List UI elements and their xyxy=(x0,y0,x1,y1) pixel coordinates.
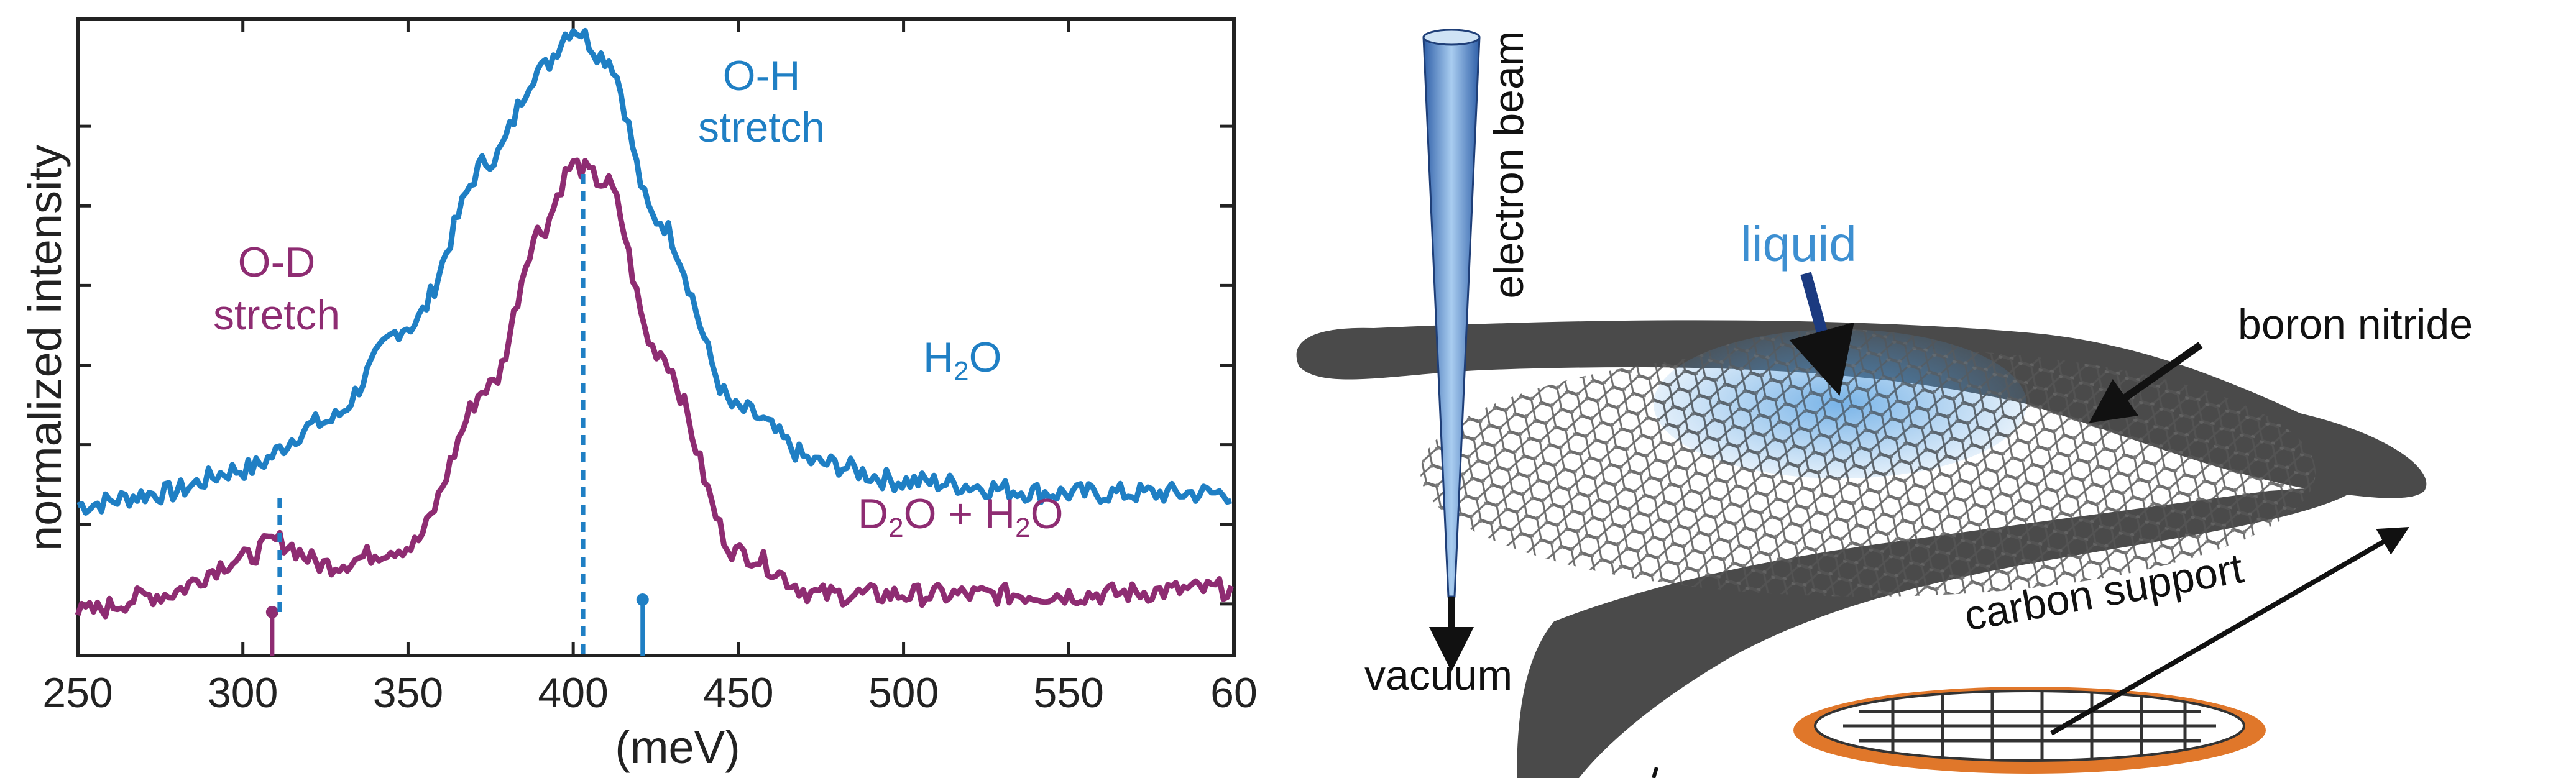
x-tick-label: 450 xyxy=(703,669,773,716)
partial-arrow-stub xyxy=(1652,767,1658,778)
electron-beam-label: electron beam xyxy=(1485,31,1532,299)
series-layer xyxy=(75,27,1234,620)
axis-ticks xyxy=(76,19,1236,656)
od-stick-head xyxy=(265,606,278,618)
x-tick-label: 350 xyxy=(373,669,443,716)
boron-nitride-label: boron nitride xyxy=(2238,301,2473,348)
liquid-arrow xyxy=(1789,272,1854,396)
oh-stretch-label-line1: O-H xyxy=(723,52,801,99)
series-line-d2o-h2o xyxy=(75,157,1234,620)
x-tick-label: 60 xyxy=(1210,669,1258,716)
oh-stretch-label-line2: stretch xyxy=(698,104,825,151)
x-tick-label: 550 xyxy=(1034,669,1104,716)
od-stretch-label-line2: stretch xyxy=(213,291,340,339)
liquid-lattice xyxy=(1654,329,2026,478)
plot-frame xyxy=(76,17,1236,657)
d2o-h2o-legend: D2O + H2O xyxy=(858,490,1063,543)
x-tick-labels: 250 300 350 400 450 500 550 60 xyxy=(42,669,1258,716)
h2o-legend: H2O xyxy=(923,334,1002,387)
vacuum-label: vacuum xyxy=(1364,652,1512,699)
schematic: electron beam vacuum liquid boron nitrid… xyxy=(1296,29,2473,778)
electron-beam-aperture xyxy=(1422,29,1481,46)
y-axis-label: normalized intensity xyxy=(19,145,71,551)
carbon-support-arrow xyxy=(2050,527,2409,736)
x-tick-label: 500 xyxy=(868,669,939,716)
carbon-support-band-back xyxy=(1296,320,2427,498)
boron-nitride-arrow xyxy=(2089,342,2203,423)
series-line-h2o xyxy=(76,27,1232,516)
stick-markers xyxy=(265,174,649,656)
x-tick-label: 400 xyxy=(538,669,608,716)
h2o-stick-head xyxy=(636,593,649,606)
spectrum-plot: 250 300 350 400 450 500 550 60 normalized inten… xyxy=(19,17,1258,773)
x-tick-label: 300 xyxy=(208,669,278,716)
od-stretch-label-line1: O-D xyxy=(238,239,316,286)
x-tick-label: 250 xyxy=(42,669,113,716)
tem-grid-icon xyxy=(1793,687,2266,774)
x-axis-label: (meV) xyxy=(615,721,740,773)
liquid-label: liquid xyxy=(1741,216,1857,272)
